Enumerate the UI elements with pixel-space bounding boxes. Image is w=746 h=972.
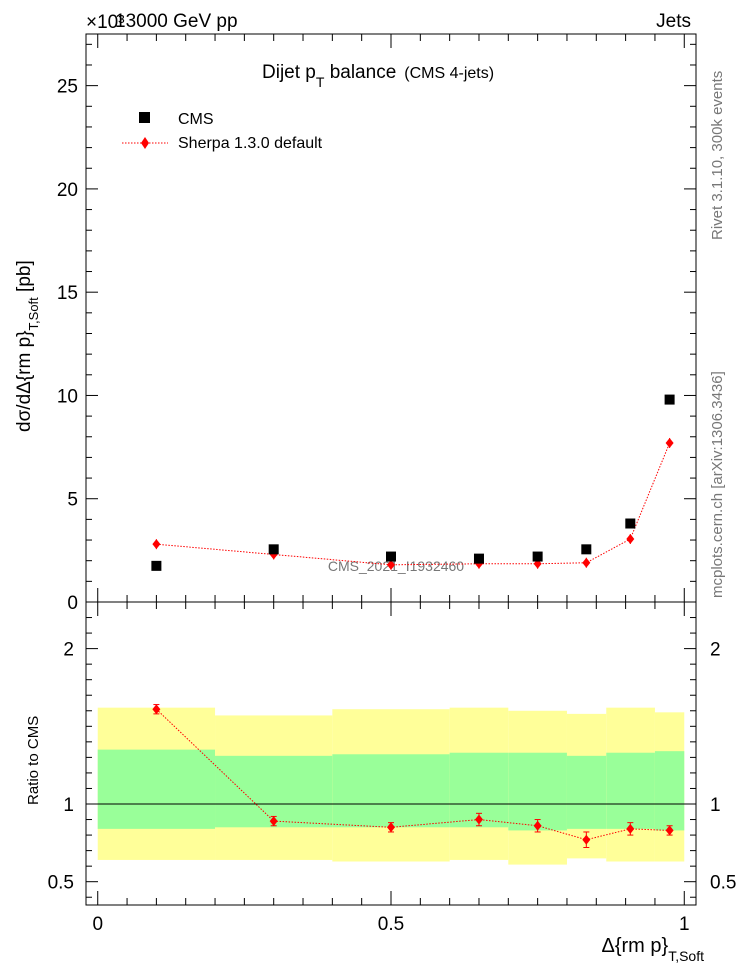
main-title: Dijet pT balance (CMS 4-jets) [262,62,494,90]
mcplots-label: mcplots.cern.ch [arXiv:1306.3436] [709,371,726,598]
ratio-y-tick-label-right: 1 [710,795,721,816]
ratio-sherpa-point [582,834,591,845]
cms-point [532,551,543,562]
xlabel: Δ{rm p}T,Soft [601,935,704,964]
cms-point [625,518,636,529]
ratio-sherpa-point [474,814,483,825]
ratio-sherpa-point [533,820,542,831]
cms-point [581,544,592,555]
watermark: CMS_2021_I1932460 [328,558,464,574]
xlabel-text: Δ{rm p} [601,935,668,957]
cms-point [664,394,675,405]
ratio-y-tick-label: 0.5 [48,873,74,894]
process-label: Jets [656,11,691,32]
main-title-sub: T [316,74,325,90]
ratio-band-inner [215,755,333,828]
xlabel-sub: T,Soft [668,948,704,964]
ratio-y-tick-label-right: 2 [710,640,721,661]
y-tick-label: 25 [57,77,78,98]
ratio-sherpa-point [387,822,395,833]
x-tick-label: 1 [679,914,690,935]
legend-sherpa-label: Sherpa 1.3.0 default [178,135,323,152]
energy-label: 13000 GeV pp [115,11,238,32]
cms-point [473,553,484,564]
legend-cms-marker [139,112,150,123]
exponent-label: ×10³ [86,12,125,33]
main-ylabel-sub: T,Soft [26,297,41,331]
sherpa-point [582,557,591,568]
cms-point [386,551,396,562]
sherpa-point [152,539,161,550]
sherpa-line [156,442,671,566]
main-ylabel-unit: [pb] [14,260,35,297]
ratio-sherpa-line [156,708,670,841]
ratio-y-tick-label-right: 0.5 [710,873,736,894]
main-panel: Dijet pT balance (CMS 4-jets) CMS_2021_I1… [14,33,697,614]
ratio-band-inner [97,749,216,829]
cms-point [268,544,279,555]
ratio-sherpa-point [269,816,278,827]
y-tick-label: 20 [57,180,78,201]
y-tick-label: 15 [57,283,78,304]
main-title-rest: balance [324,62,396,83]
rivet-label: Rivet 3.1.10, 300k events [709,71,726,240]
x-tick-label: 0 [92,914,103,935]
sherpa-point [626,534,635,545]
ratio-y-tick-label: 2 [63,640,74,661]
main-ylabel: dσ/dΔ{rm p}T,Soft [pb] [14,260,41,432]
main-ylabel-text: dσ/dΔ{rm p} [14,330,35,432]
ratio-band-inner [332,754,450,828]
ratio-band-inner [606,752,655,829]
ratio-sherpa-point [626,823,635,834]
ratio-y-tick-label: 1 [63,795,74,816]
ratio-band-inner [508,752,567,831]
main-title-text: Dijet p [262,62,316,83]
legend: CMS Sherpa 1.3.0 default [122,111,323,152]
sherpa-point [665,437,674,448]
legend-cms-label: CMS [178,111,214,128]
y-tick-label: 0 [67,593,78,614]
cms-point [151,560,162,571]
ratio-band-inner [654,751,685,831]
ratio-panel: 0.5 0.5 1 1 2 2 0 0.5 1 Ratio to CMS Δ{rm p}T,So… [25,601,736,964]
legend-sherpa-marker [141,137,149,149]
y-tick-label: 10 [57,386,78,407]
ratio-sherpa-point [152,704,161,715]
sherpa-point [387,559,395,570]
main-title-note: (CMS 4-jets) [404,65,494,82]
y-tick-label: 5 [67,490,78,511]
ratio-band-inner [566,755,607,829]
ratio-ylabel: Ratio to CMS [25,716,42,805]
x-tick-label: 0.5 [378,914,404,935]
svg-text:dσ/dΔ{rm p}T,Soft [pb]: dσ/dΔ{rm p}T,Soft [pb] [14,260,41,432]
ratio-sherpa-point [665,825,674,836]
